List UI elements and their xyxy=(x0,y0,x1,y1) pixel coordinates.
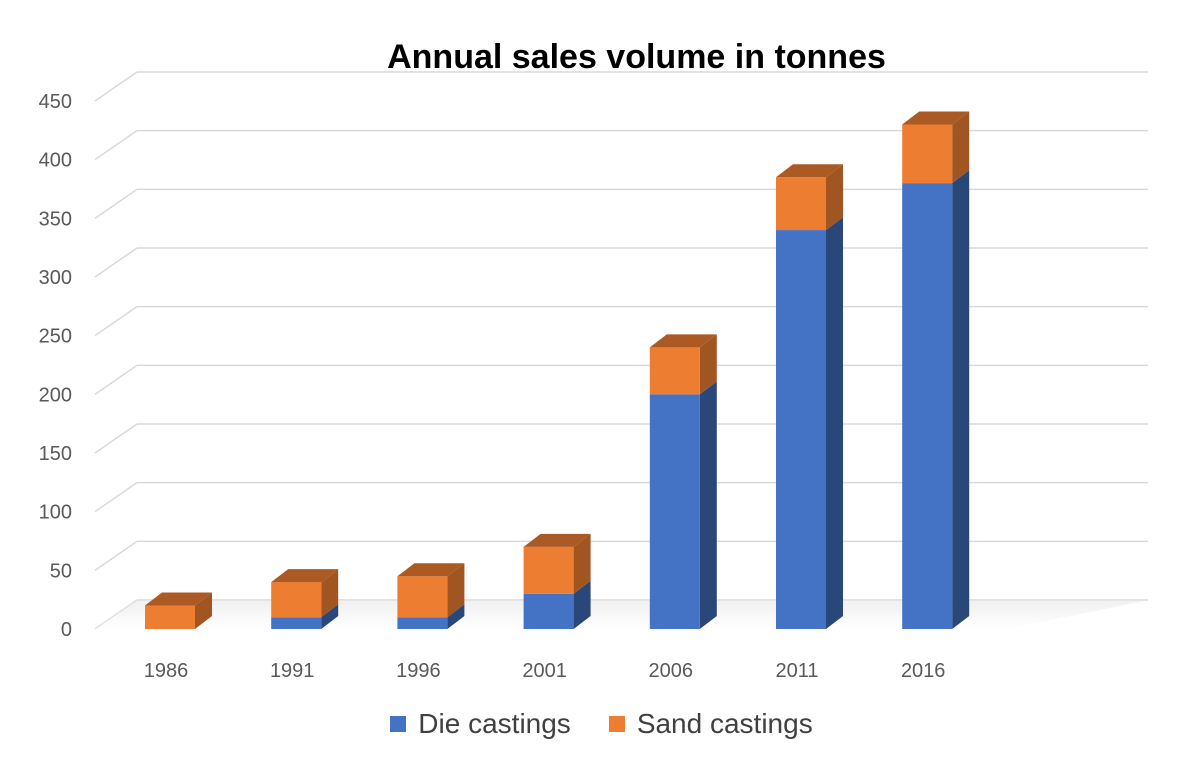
legend-swatch-die-castings xyxy=(390,716,407,732)
bar-side-sand-castings-2016 xyxy=(952,111,970,184)
chart-floor xyxy=(95,600,1148,629)
bar-side-die-castings-1991 xyxy=(321,604,339,629)
x-tick-label: 1986 xyxy=(144,660,189,682)
bar-top-sand-castings-2016 xyxy=(902,111,970,125)
x-tick-label: 2001 xyxy=(522,660,567,682)
bar-sand-castings-1986 xyxy=(145,605,195,629)
gridline-depth xyxy=(94,482,138,513)
bar-sand-castings-2016 xyxy=(902,124,953,184)
gridline-depth xyxy=(94,306,138,337)
bar-sand-castings-2001 xyxy=(523,546,574,594)
bar-die-castings-2006 xyxy=(649,394,700,629)
legend-label-sand-castings: Sand castings xyxy=(636,708,813,739)
gridline-depth xyxy=(94,188,138,219)
gridline-depth xyxy=(94,71,138,102)
y-axis-ticks: 0 50 100 150 200 250 300 350 400 450 xyxy=(39,91,72,641)
legend-item-die-castings: Die castings xyxy=(390,708,571,740)
bar-side-die-castings-2006 xyxy=(699,381,717,629)
y-tick-label: 150 xyxy=(39,443,72,465)
bars xyxy=(145,111,970,630)
bar-top-sand-castings-1991 xyxy=(271,569,339,583)
gridlines xyxy=(94,71,1148,630)
bar-side-sand-castings-2011 xyxy=(826,164,843,231)
bar-die-castings-2001 xyxy=(523,593,574,629)
y-tick-label: 0 xyxy=(61,619,72,641)
y-tick-label: 350 xyxy=(39,208,72,230)
gridline-depth xyxy=(94,540,138,571)
bar-die-castings-1996 xyxy=(397,617,448,629)
x-axis-ticks: 1986 1991 1996 2001 2006 2011 2016 xyxy=(144,660,946,682)
x-tick-label: 2011 xyxy=(775,660,818,682)
plot-area: 0 50 100 150 200 250 300 350 400 450 1986 1991 1996… xyxy=(39,71,1148,682)
y-tick-label: 450 xyxy=(39,91,72,113)
gridline-depth xyxy=(94,247,138,278)
x-tick-label: 1991 xyxy=(270,660,315,682)
bar-side-sand-castings-1996 xyxy=(447,563,465,618)
bar-die-castings-2016 xyxy=(902,183,953,629)
bar-top-sand-castings-2001 xyxy=(523,533,591,547)
y-tick-label: 250 xyxy=(39,326,72,348)
bar-side-die-castings-2016 xyxy=(952,170,970,629)
bar-side-sand-castings-1986 xyxy=(195,592,212,629)
bar-top-sand-castings-2006 xyxy=(649,334,717,348)
bar-sand-castings-2011 xyxy=(776,177,826,231)
bar-side-die-castings-2001 xyxy=(573,580,591,629)
bar-side-die-castings-1996 xyxy=(447,604,465,629)
y-tick-label: 300 xyxy=(39,267,72,289)
legend: Die castings Sand castings xyxy=(0,708,1193,740)
y-tick-label: 400 xyxy=(39,150,72,172)
bar-sand-castings-1991 xyxy=(271,582,322,618)
bar-sand-castings-1996 xyxy=(397,576,448,618)
gridline-depth xyxy=(94,423,138,454)
legend-swatch-sand-castings xyxy=(608,716,625,732)
bar-die-castings-1991 xyxy=(271,617,322,629)
x-tick-label: 2006 xyxy=(649,660,694,682)
gridline-depth xyxy=(94,364,138,395)
floor-plane xyxy=(95,600,1148,629)
legend-item-sand-castings: Sand castings xyxy=(608,708,813,740)
legend-label-die-castings: Die castings xyxy=(418,708,571,739)
bar-top-sand-castings-2011 xyxy=(776,164,843,178)
x-tick-label: 1996 xyxy=(396,660,441,682)
bar-die-castings-2011 xyxy=(776,230,826,630)
bar-side-sand-castings-2006 xyxy=(699,334,717,395)
x-tick-label: 2016 xyxy=(901,660,946,682)
bar-top-sand-castings-1986 xyxy=(145,592,212,606)
bar-side-sand-castings-1991 xyxy=(321,569,339,618)
y-tick-label: 50 xyxy=(50,560,72,582)
chart-title: Annual sales volume in tonnes xyxy=(387,38,886,76)
gridline-depth xyxy=(94,130,138,161)
bar-sand-castings-2006 xyxy=(649,347,700,395)
bar-top-sand-castings-1996 xyxy=(397,563,465,577)
bar-side-die-castings-2011 xyxy=(826,217,843,630)
bar-side-sand-castings-2001 xyxy=(573,533,591,594)
y-tick-label: 100 xyxy=(39,502,72,524)
y-tick-label: 200 xyxy=(39,384,72,406)
